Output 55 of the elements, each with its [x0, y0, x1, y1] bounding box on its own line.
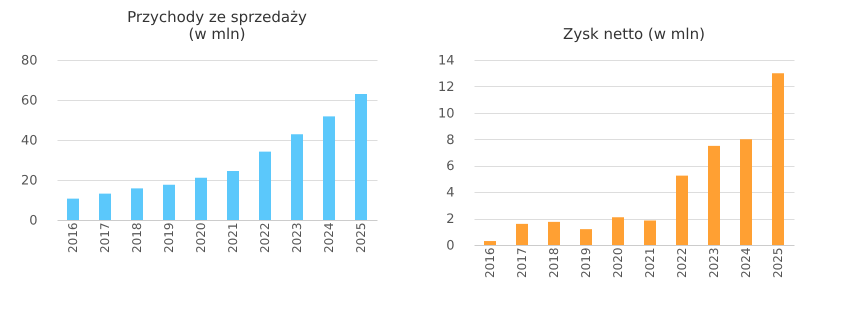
y-tick-label: 40 — [20, 134, 38, 148]
bar — [163, 184, 175, 220]
y-tick-label: 12 — [438, 80, 454, 95]
x-tick-label: 2016 — [483, 248, 497, 278]
x-tick-label: 2021 — [226, 222, 240, 254]
x-tick-label: 2024 — [739, 248, 753, 278]
x-tick-label: 2020 — [194, 222, 208, 254]
x-tick-label: 2020 — [611, 248, 625, 278]
y-tick-label: 20 — [20, 174, 38, 188]
x-tick-label: 2022 — [258, 222, 272, 254]
bar — [323, 116, 335, 220]
x-tick-label: 2022 — [675, 248, 689, 278]
x-tick-label: 2019 — [579, 248, 593, 278]
chart-title: Przychody ze sprzedaży (w mln) — [127, 8, 307, 43]
y-tick-label: 2 — [446, 212, 454, 228]
bar — [195, 178, 207, 220]
x-tick-label: 2017 — [98, 222, 112, 254]
y-tick-label: 60 — [20, 94, 38, 108]
y-tick-label: 8 — [446, 132, 454, 148]
y-tick-label: 6 — [446, 159, 454, 174]
bar — [676, 176, 688, 245]
bar — [291, 134, 303, 220]
bar — [644, 220, 656, 245]
x-tick-label: 2025 — [771, 248, 785, 278]
x-tick-label: 2018 — [547, 248, 561, 278]
bar — [740, 139, 752, 245]
bar — [612, 217, 624, 245]
x-tick-label: 2024 — [322, 222, 336, 254]
x-tick-label: 2021 — [643, 248, 657, 278]
x-tick-label: 2018 — [130, 222, 144, 254]
x-tick-label: 2025 — [354, 222, 368, 254]
bar — [355, 94, 367, 220]
bar — [772, 73, 784, 245]
x-tick-label: 2019 — [162, 222, 176, 254]
x-tick-label: 2023 — [290, 222, 304, 254]
bar — [484, 241, 496, 245]
y-tick-label: 80 — [20, 54, 38, 68]
bar — [259, 152, 271, 220]
bar — [67, 198, 79, 220]
x-tick-label: 2016 — [66, 222, 80, 254]
y-tick-label: 0 — [29, 214, 38, 228]
y-tick-label: 14 — [438, 54, 454, 68]
bar — [131, 188, 143, 220]
bar — [548, 222, 560, 245]
chart-title: Zysk netto (w mln) — [563, 25, 705, 43]
bar — [580, 229, 592, 245]
y-tick-label: 4 — [446, 186, 454, 201]
bar — [516, 224, 528, 245]
y-tick-label: 0 — [446, 238, 454, 254]
bar — [227, 171, 239, 220]
y-tick-label: 10 — [438, 106, 454, 122]
bar — [99, 194, 111, 220]
bar — [708, 146, 720, 245]
x-tick-label: 2023 — [707, 248, 721, 278]
x-tick-label: 2017 — [515, 248, 529, 278]
